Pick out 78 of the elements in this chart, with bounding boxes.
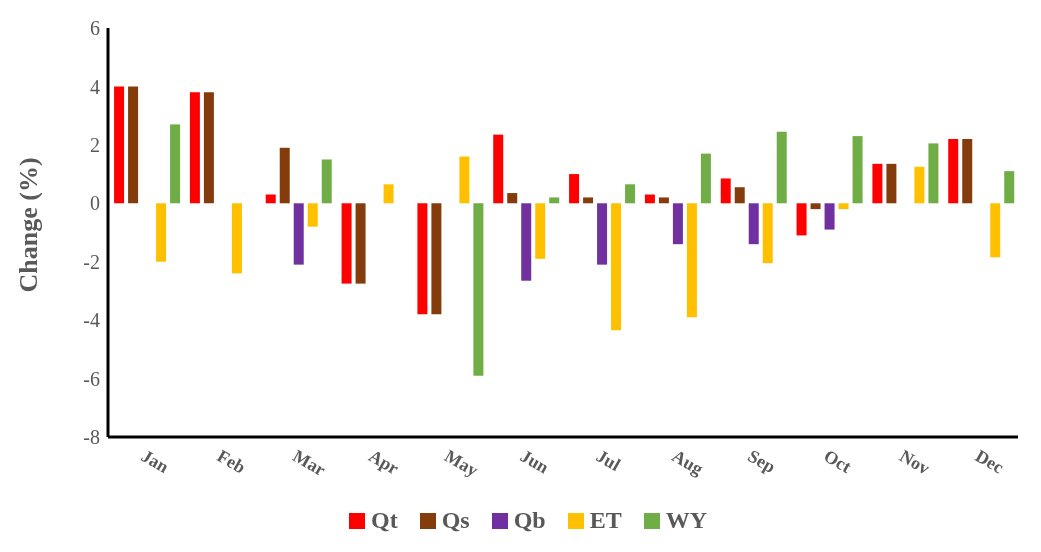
bar: [796, 203, 807, 236]
bar: [549, 197, 560, 204]
bar: [962, 139, 973, 204]
bar: [625, 184, 636, 204]
bar: [748, 203, 759, 245]
bar: [948, 139, 959, 204]
x-tick-label: Jun: [517, 445, 553, 478]
x-tick-label: Mar: [289, 445, 330, 480]
bar: [928, 143, 939, 204]
x-tick-label: Sep: [744, 445, 779, 477]
x-tick-label: Feb: [213, 445, 249, 478]
bar: [279, 147, 290, 204]
bar: [156, 203, 167, 262]
bar: [231, 203, 242, 274]
y-tick-label: 6: [90, 17, 100, 40]
bar: [293, 203, 304, 265]
bar: [535, 203, 546, 259]
x-tick-label: Apr: [365, 445, 403, 479]
bar: [473, 203, 484, 376]
bar: [597, 203, 608, 265]
bar: [114, 86, 125, 204]
bar: [569, 174, 580, 204]
legend-label: ET: [589, 507, 622, 534]
bar: [355, 203, 366, 284]
bar: [852, 136, 863, 204]
y-tick-label: 4: [90, 75, 100, 98]
bar: [720, 178, 731, 204]
y-tick-label: -6: [83, 367, 100, 390]
legend-label: WY: [665, 507, 708, 534]
bar: [658, 197, 669, 204]
bar: [672, 203, 683, 245]
bar: [341, 203, 352, 284]
y-tick-label: -8: [83, 426, 100, 449]
bar: [417, 203, 428, 315]
bar: [583, 197, 594, 204]
bar: [383, 184, 394, 204]
x-tick-label: May: [441, 445, 482, 481]
bar: [307, 203, 318, 227]
bar: [321, 159, 332, 204]
bar: [507, 193, 518, 204]
y-tick-label: -2: [83, 250, 100, 273]
legend-label: Qt: [370, 507, 398, 534]
bar: [611, 203, 622, 331]
bar: [886, 163, 897, 204]
x-tick-label: Nov: [896, 445, 934, 479]
bar: [686, 203, 697, 318]
y-axis-title: Change (%): [14, 157, 44, 293]
y-tick-label: 0: [90, 192, 100, 215]
bar: [872, 163, 883, 204]
bar: [170, 124, 181, 204]
legend-label: Qb: [513, 507, 546, 534]
bar: [1004, 171, 1015, 204]
bar: [189, 92, 200, 204]
bar: [838, 203, 849, 210]
y-tick-label: 2: [90, 133, 100, 156]
bar: [265, 194, 276, 204]
bar: [521, 203, 532, 281]
bar: [914, 166, 925, 204]
bar: [776, 131, 787, 204]
y-tick-label: -4: [83, 309, 100, 332]
legend-label: Qs: [441, 507, 470, 534]
x-tick-label: Jul: [592, 445, 624, 475]
x-tick-label: Oct: [820, 445, 855, 477]
bar: [810, 203, 821, 210]
bar: [203, 92, 214, 204]
x-tick-label: Jan: [137, 445, 173, 477]
bar: [762, 203, 773, 264]
bar: [644, 194, 655, 204]
bar: [734, 187, 745, 204]
bar: [700, 153, 711, 204]
bar: [493, 134, 504, 204]
bar: [824, 203, 835, 230]
bar: [990, 203, 1001, 258]
x-tick-label: Aug: [668, 445, 707, 479]
x-tick-label: Dec: [972, 445, 1008, 478]
bar: [128, 86, 139, 204]
bar: [431, 203, 442, 315]
bar: [459, 156, 470, 204]
